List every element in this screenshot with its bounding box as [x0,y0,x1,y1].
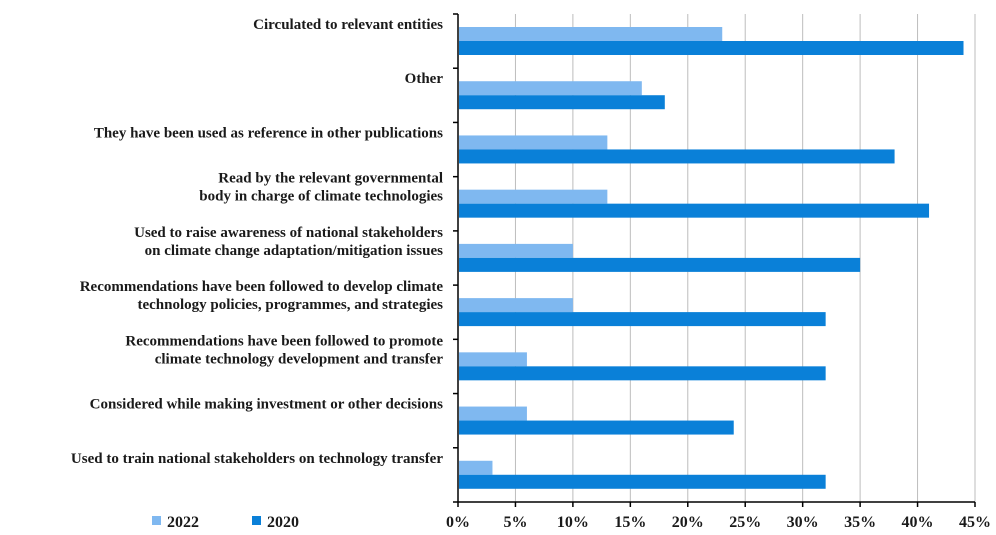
axes [453,13,976,507]
legend-swatch-2022 [152,516,161,525]
bar-2020-0 [459,41,964,55]
bar-2022-3 [459,189,608,204]
x-tick-label: 15% [614,514,646,531]
x-tick-label: 45% [959,514,991,531]
category-label: Circulated to relevant entities [253,17,443,33]
category-label: body in charge of climate technologies [199,189,443,205]
bar-2020-5 [459,312,826,327]
x-tick-label: 5% [503,514,527,531]
bar-2022-0 [459,27,723,41]
bar-2020-2 [459,149,895,164]
bar-2020-3 [459,203,930,218]
category-label: Considered while making investment or ot… [90,397,444,413]
x-tick-label: 35% [844,514,876,531]
bar-2022-6 [459,352,527,367]
category-label: Other [405,71,444,87]
x-tick-label: 30% [787,514,819,531]
legend-swatch-2020 [252,516,261,525]
category-label: Recommendations have been followed to de… [80,279,444,295]
x-tick-label: 20% [672,514,704,531]
bar-2022-4 [459,243,573,258]
bar-2022-2 [459,135,608,150]
legend-label-2022: 2022 [167,514,199,531]
bar-2020-4 [459,257,861,272]
bar-2022-8 [459,460,493,475]
x-tick-labels: 0% 5% 10% 15% 20% 25% 30% 35% 40% 45% [446,514,991,531]
x-tick-label: 25% [729,514,761,531]
category-label: technology policies, programmes, and str… [137,297,443,313]
bar-2020-7 [459,420,734,435]
bar-2020-1 [459,95,665,110]
category-labels: Circulated to relevant entities Other They… [71,17,443,467]
x-tick-label: 10% [557,514,589,531]
category-label: Recommendations have been followed to pr… [125,333,443,349]
bar-2020-6 [459,366,826,381]
bars [459,27,964,489]
category-label: Read by the relevant governmental [218,171,443,187]
bar-2020-8 [459,474,826,489]
legend: 2022 2020 [152,514,299,531]
category-label: They have been used as reference in othe… [94,125,443,141]
category-label: Used to train national stakeholders on t… [71,451,443,467]
bar-2022-1 [459,81,642,96]
category-label: climate technology development and trans… [155,351,444,367]
category-label: Used to raise awareness of national stak… [134,225,443,241]
bar-2022-7 [459,406,527,421]
category-label: on climate change adaptation/mitigation … [145,243,444,259]
x-tick-label: 0% [446,514,470,531]
bar-2022-5 [459,298,573,313]
legend-label-2020: 2020 [267,514,299,531]
x-tick-label: 40% [902,514,934,531]
